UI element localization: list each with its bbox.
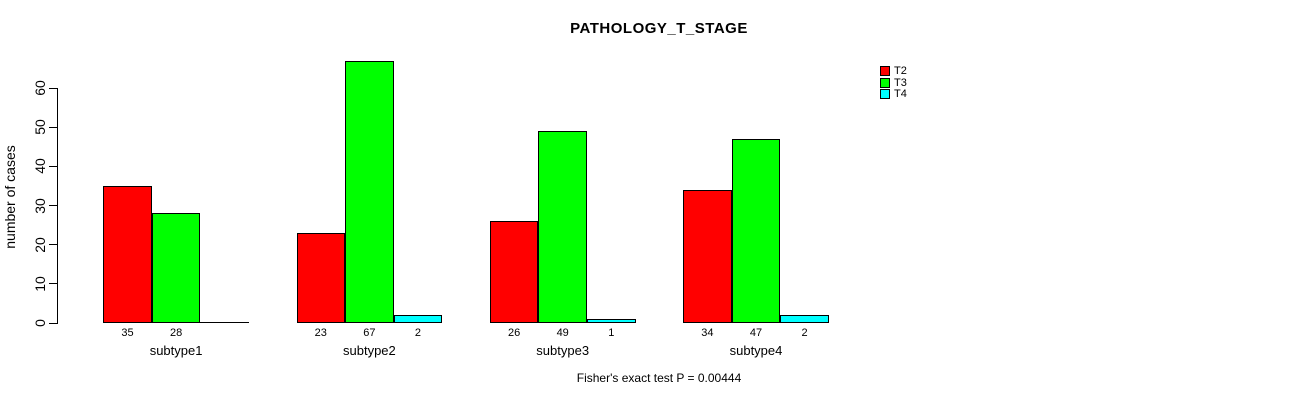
y-tick-label: 0	[32, 319, 48, 327]
bar-value-label: 47	[749, 327, 763, 339]
y-tick-label: 30	[32, 197, 48, 214]
y-axis-tick	[49, 87, 58, 89]
bar-value-label: 2	[801, 327, 808, 339]
legend: T2 T3 T4	[880, 66, 907, 101]
category-label-subtype4: subtype4	[729, 343, 783, 358]
legend-swatch-t4	[880, 89, 890, 99]
bar-value-label: 1	[608, 327, 615, 339]
footnote: Fisher's exact test P = 0.00444	[576, 371, 742, 385]
bar-value-label: 2	[414, 327, 422, 339]
legend-item-t4: T4	[880, 88, 907, 100]
legend-label-t4: T4	[894, 88, 907, 100]
legend-swatch-t2	[880, 66, 890, 76]
y-axis-tick	[49, 126, 58, 128]
y-tick-label: 50	[32, 119, 48, 135]
bar-value-label: 26	[507, 327, 521, 339]
bar-t3-subtype1	[151, 213, 201, 323]
bar-value-label: 34	[701, 327, 714, 339]
legend-label-t2: T2	[894, 65, 907, 77]
y-axis-tick	[49, 283, 58, 285]
category-label-subtype3: subtype3	[536, 343, 590, 358]
bar-t3-subtype2	[345, 60, 394, 323]
bar-t2-subtype3	[489, 221, 539, 323]
y-axis-line	[57, 88, 58, 324]
legend-swatch-t3	[880, 77, 890, 88]
bar-value-label: 23	[314, 327, 327, 339]
y-tick-label: 10	[32, 276, 48, 292]
y-tick-label: 40	[32, 158, 48, 175]
bar-value-label: 35	[121, 327, 134, 339]
bar-value-label: 49	[556, 327, 569, 339]
bar-t4-subtype3	[587, 319, 636, 323]
y-axis-tick	[49, 322, 58, 324]
category-label-subtype1: subtype1	[149, 343, 203, 358]
bar-value-label: 28	[169, 327, 183, 339]
y-tick-label: 20	[32, 236, 48, 253]
bar-t4-subtype4	[780, 315, 829, 323]
bar-t3-subtype4	[731, 138, 781, 323]
y-axis-tick	[49, 205, 58, 206]
bar-t2-subtype1	[103, 185, 152, 323]
legend-item-t2: T2	[880, 65, 907, 77]
y-axis-tick	[49, 244, 58, 246]
legend-label-t3: T3	[894, 76, 907, 89]
bar-t2-subtype2	[296, 232, 346, 323]
category-label-subtype2: subtype2	[343, 343, 396, 358]
bar-t2-subtype4	[683, 189, 732, 323]
legend-item-t3: T3	[880, 76, 907, 89]
bar-t4-subtype2	[393, 315, 443, 323]
y-axis-tick	[49, 165, 58, 167]
bar-value-label: 67	[363, 327, 376, 339]
chart-title: PATHOLOGY_T_STAGE	[570, 20, 748, 37]
y-tick-label: 60	[32, 80, 48, 96]
bar-t3-subtype3	[538, 131, 587, 323]
